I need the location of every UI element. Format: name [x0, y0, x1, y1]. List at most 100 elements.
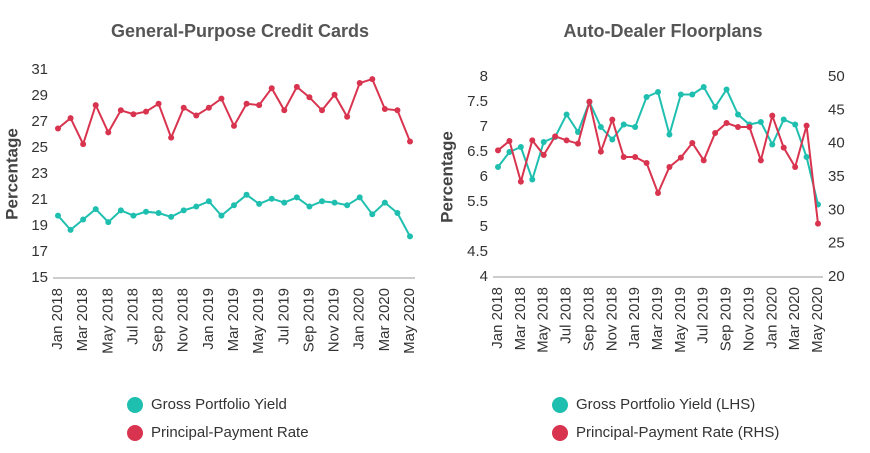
data-point	[306, 203, 313, 210]
data-point	[344, 202, 351, 209]
legend-label: Gross Portfolio Yield	[151, 396, 287, 413]
y-tick-label: 6.5	[467, 143, 488, 160]
data-point	[495, 164, 501, 170]
data-point	[256, 200, 263, 207]
data-point	[620, 121, 627, 128]
y-tick-label: 31	[31, 61, 48, 78]
y-tick-label: 29	[31, 87, 48, 104]
x-tick-label: Jan 2019	[200, 288, 217, 350]
data-point	[369, 76, 376, 83]
x-tick-label: Mar 2020	[376, 288, 393, 351]
data-point	[495, 147, 501, 154]
data-point	[92, 102, 99, 109]
x-tick-label: Jul 2019	[695, 287, 712, 344]
x-tick-label: May 2018	[535, 287, 552, 353]
data-point	[712, 130, 719, 136]
data-point	[243, 100, 250, 107]
data-point	[780, 116, 787, 123]
data-point	[231, 202, 237, 209]
y-tick-label: 27	[31, 113, 48, 130]
data-point	[575, 140, 581, 147]
x-tick-label: Mar 2018	[74, 288, 91, 351]
data-point	[563, 111, 570, 118]
y-tick-label: 25	[31, 139, 48, 156]
data-point	[677, 91, 684, 98]
x-tick-label: May 2020	[401, 288, 418, 354]
data-point	[407, 138, 413, 145]
legend-label: Principal-Payment Rate	[151, 424, 309, 441]
data-point	[735, 124, 741, 130]
x-tick-label: Nov 2019	[326, 288, 343, 352]
x-tick-label: Mar 2020	[786, 287, 803, 350]
data-point	[67, 115, 74, 122]
data-point	[529, 137, 536, 144]
series-line	[57, 77, 411, 147]
x-tick-label: May 2019	[250, 288, 267, 354]
data-point	[609, 116, 616, 123]
x-tick-label: Jan 2020	[351, 288, 368, 350]
x-tick-label: Nov 2019	[740, 287, 757, 351]
y-tick-label: 4.5	[467, 243, 488, 260]
data-point	[723, 86, 730, 93]
data-point	[689, 140, 696, 146]
data-point	[394, 210, 401, 216]
data-point	[586, 98, 593, 105]
data-point	[655, 89, 661, 95]
data-point	[67, 226, 74, 233]
data-point	[643, 94, 650, 100]
series-line	[497, 101, 819, 224]
data-point	[168, 213, 175, 220]
x-tick-label: Jul 2018	[558, 287, 575, 344]
data-point	[769, 141, 776, 148]
x-tick-label: Mar 2019	[649, 287, 666, 350]
y2-tick-label: 20	[828, 268, 845, 285]
data-point	[792, 121, 799, 128]
data-point	[815, 220, 821, 227]
data-point	[356, 194, 363, 201]
x-tick-label: Sep 2018	[580, 287, 597, 351]
data-point	[344, 113, 351, 120]
data-point	[319, 107, 325, 114]
data-point	[540, 139, 547, 145]
data-point	[506, 149, 513, 155]
y2-tick-label: 45	[828, 101, 845, 118]
data-point	[803, 122, 810, 129]
data-point	[155, 210, 162, 216]
data-point	[597, 148, 604, 155]
y-axis-label: Percentage	[2, 128, 21, 220]
y-tick-label: 15	[31, 269, 48, 286]
data-point	[55, 212, 61, 219]
data-point	[803, 154, 810, 160]
data-point	[130, 111, 137, 118]
data-point	[407, 233, 413, 240]
data-point	[205, 104, 212, 111]
data-point	[268, 195, 275, 202]
y-tick-label: 8	[480, 68, 488, 85]
x-tick-label: Jan 2018	[489, 287, 506, 349]
chart-title: Auto-Dealer Floorplans	[563, 21, 762, 41]
data-point	[105, 219, 112, 226]
legend-marker	[127, 425, 143, 441]
data-point	[700, 157, 707, 164]
x-tick-label: Nov 2018	[175, 288, 192, 352]
data-point	[746, 124, 753, 130]
data-point	[757, 157, 764, 164]
legend-marker	[552, 397, 568, 413]
x-tick-label: Jan 2019	[626, 287, 643, 349]
data-point	[293, 194, 300, 201]
data-point	[293, 83, 300, 90]
x-tick-label: Mar 2018	[512, 287, 529, 350]
data-point	[552, 133, 559, 140]
data-point	[757, 119, 764, 125]
data-point	[597, 124, 604, 130]
x-tick-label: May 2019	[672, 287, 689, 353]
x-tick-label: May 2018	[99, 288, 116, 354]
data-point	[205, 198, 212, 205]
data-point	[331, 91, 338, 98]
y-tick-label: 4	[480, 268, 488, 285]
data-point	[180, 207, 187, 214]
x-tick-label: Sep 2019	[718, 287, 735, 351]
data-point	[620, 154, 627, 160]
data-point	[780, 144, 787, 151]
y-tick-label: 7.5	[467, 93, 488, 110]
